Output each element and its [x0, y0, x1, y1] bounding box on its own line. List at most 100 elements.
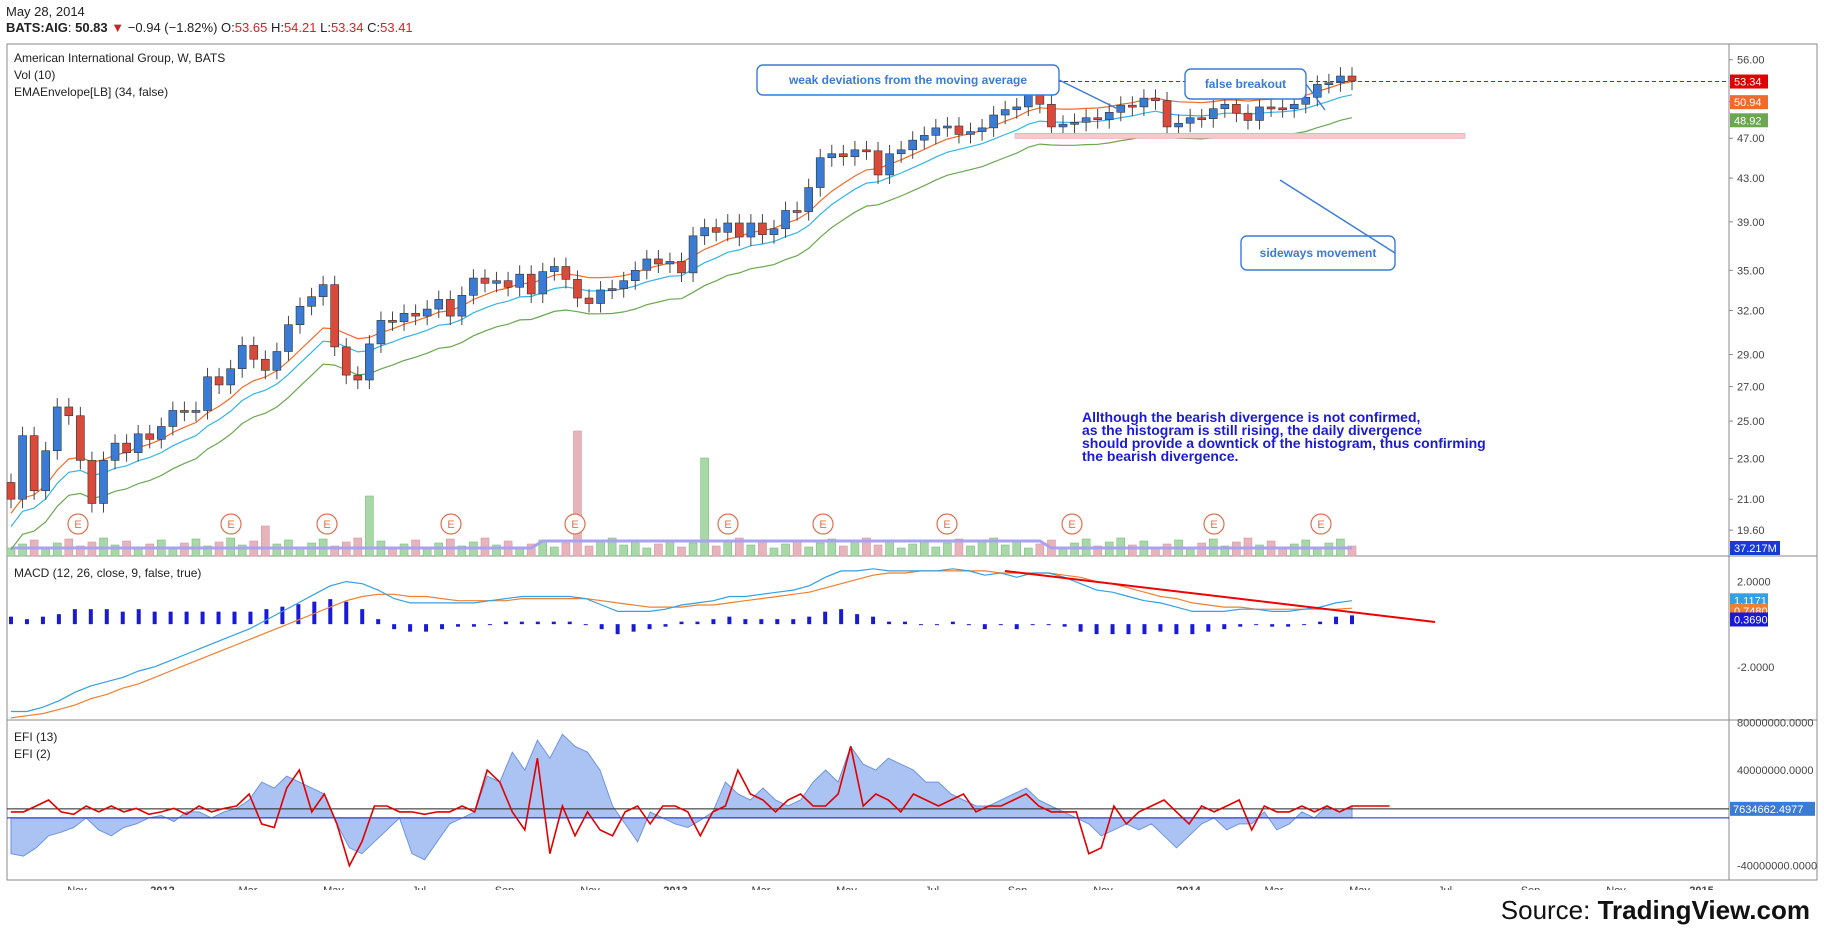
candle-body [1104, 111, 1114, 120]
macd-histogram-bar [232, 611, 237, 625]
volume-bar [908, 543, 918, 557]
candle-body [1313, 84, 1322, 98]
ticker-symbol: BATS:AIG [6, 20, 68, 35]
candle-body [399, 312, 409, 323]
volume-bar [272, 543, 282, 557]
x-tick-label: Sep [1521, 885, 1541, 890]
candle-body [688, 235, 698, 274]
candle-body [341, 346, 351, 376]
candle-body [180, 410, 189, 413]
volume-bar [989, 537, 998, 557]
macd-histogram-bar [88, 609, 93, 625]
x-tick-label: Jul [925, 885, 939, 890]
macd-histogram-bar [1318, 621, 1323, 625]
x-tick-label: Mar [752, 885, 771, 890]
candle-body [1232, 103, 1241, 114]
macd-histogram-bar [1254, 624, 1259, 626]
volume-bar [977, 541, 987, 557]
macd-histogram-bar [903, 621, 907, 625]
volume-bar [1347, 545, 1357, 557]
legend-efi13: EFI (13) [14, 730, 57, 744]
last-price-label-bg [1730, 74, 1768, 89]
volume-bar [203, 545, 212, 557]
macd-histogram-bar [24, 619, 29, 625]
macd-histogram-bar [72, 609, 77, 625]
macd-histogram-bar [40, 616, 45, 625]
candle-body [261, 358, 270, 371]
x-tick-label: May [323, 885, 344, 890]
earnings-marker [1203, 513, 1225, 535]
macd-histogram-bar [1206, 624, 1211, 632]
candle-body [226, 368, 235, 386]
candle-body [908, 139, 918, 151]
candle-body [561, 266, 571, 280]
macd-histogram-bar [136, 609, 141, 625]
volume-bar [769, 547, 779, 557]
volume-bar [607, 537, 617, 557]
candle-body [284, 324, 293, 352]
macd-histogram-bar [1334, 616, 1339, 625]
candle-body [365, 343, 374, 381]
note-line: should provide a downtick of the histogr… [1082, 435, 1486, 451]
volume-bar [873, 544, 883, 557]
high-label: H: [270, 20, 284, 35]
volume-bar [943, 542, 952, 557]
candle-body [607, 288, 617, 291]
y-tick-label: 56.00 [1737, 55, 1765, 67]
callout-sideways-pointer [1279, 179, 1396, 254]
x-tick-label: Nov [67, 885, 87, 890]
candle-body [133, 433, 143, 453]
earnings-marker [812, 513, 834, 535]
volume-bar [1220, 545, 1230, 557]
volume-bar [76, 545, 85, 557]
earnings-marker-label: E [1068, 519, 1075, 531]
macd-histogram-bar [152, 611, 157, 625]
ema-mid-label-bg [1730, 95, 1768, 110]
x-tick-label: Nov [1606, 885, 1626, 890]
candle-body [295, 305, 305, 325]
y-tick-label: 32.00 [1737, 305, 1765, 317]
note-line: Allthough the bearish divergence is not … [1082, 409, 1420, 425]
macd-histogram-bar [1350, 615, 1354, 625]
candle-body [1058, 123, 1068, 128]
earnings-marker-label: E [724, 519, 731, 531]
volume-bar [492, 544, 501, 557]
macd-histogram-bar [344, 601, 349, 625]
candle-body [422, 308, 432, 317]
support-zone [1014, 133, 1466, 139]
candle-body [29, 435, 39, 492]
macd-histogram-bar [296, 604, 301, 625]
candle-body [376, 320, 386, 345]
macd-histogram-bar [1046, 624, 1051, 626]
macd-histogram-bar [248, 611, 253, 625]
macd-histogram-bar [1222, 624, 1227, 630]
macd-histogram-bar [1158, 624, 1163, 632]
volume-bar [781, 543, 790, 557]
earnings-marker [1310, 513, 1332, 535]
candle-body [584, 297, 594, 304]
earnings-marker-label: E [74, 519, 81, 531]
candle-body [954, 125, 964, 135]
macd-histogram-bar [855, 614, 860, 625]
macd-line [11, 568, 1353, 713]
candle-body [654, 258, 663, 265]
macd-histogram-bar [887, 621, 892, 625]
earnings-marker [564, 513, 586, 535]
volume-bar [1000, 544, 1010, 557]
macd-histogram-bar [9, 616, 13, 625]
earnings-marker-label: E [1210, 519, 1217, 531]
macd-histogram-bar [567, 621, 572, 625]
volume-bar [110, 544, 120, 557]
earnings-marker [440, 513, 462, 535]
legend-title: American International Group, W, BATS [14, 51, 225, 65]
candle-body [203, 376, 212, 411]
macd-histogram-bar [535, 621, 540, 625]
earnings-marker-label: E [571, 519, 578, 531]
candle-body [792, 210, 802, 213]
macd-histogram-bar [328, 599, 333, 625]
candle-body [515, 273, 524, 288]
candle-body [480, 277, 490, 284]
candle-body [526, 273, 536, 295]
x-tick-label: 2015 [1689, 885, 1713, 890]
chart-canvas[interactable]: 56.0051.0047.0043.0039.0035.0032.0029.00… [0, 0, 1824, 890]
